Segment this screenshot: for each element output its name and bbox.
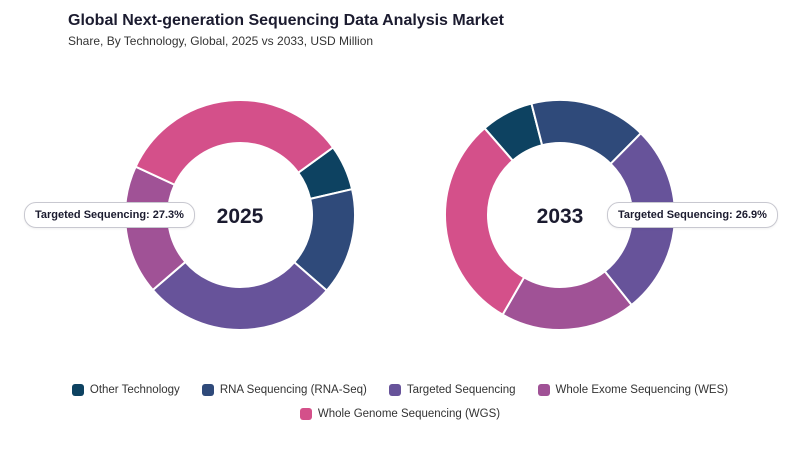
donut-center-label: 2025 [217,205,264,228]
legend-swatch [537,384,550,396]
donut-chart-2025: 2025 [124,99,356,331]
legend-item: RNA Sequencing (RNA-Seq) [201,384,367,396]
legend-swatch [388,384,401,396]
legend-label: Targeted Sequencing [406,384,516,396]
legend-item: Targeted Sequencing [388,384,516,396]
legend-label: Other Technology [89,384,180,396]
legend-label: Whole Genome Sequencing (WGS) [317,408,501,420]
donut-slice-whole-genome-sequencing-wgs [444,126,526,317]
donut-slice-targeted-sequencing [151,260,329,331]
legend-item: Whole Genome Sequencing (WGS) [299,408,501,420]
chart-subtitle: Share, By Technology, Global, 2025 vs 20… [68,34,374,48]
legend-swatch [201,384,214,396]
legend: Other Technology RNA Sequencing (RNA-Seq)… [40,384,760,420]
legend-label: RNA Sequencing (RNA-Seq) [219,384,367,396]
donut-center-label: 2033 [537,205,584,228]
legend-label: Whole Exome Sequencing (WES) [555,384,729,396]
donut-slice-whole-genome-sequencing-wgs [134,99,335,187]
legend-swatch [71,384,84,396]
legend-item: Whole Exome Sequencing (WES) [537,384,729,396]
chart-title: Global Next-generation Sequencing Data A… [68,12,504,29]
legend-item: Other Technology [71,384,180,396]
legend-swatch [299,408,312,420]
annotation-callout-2033: Targeted Sequencing: 26.9% [607,202,778,228]
annotation-callout-2025: Targeted Sequencing: 27.3% [24,202,195,228]
